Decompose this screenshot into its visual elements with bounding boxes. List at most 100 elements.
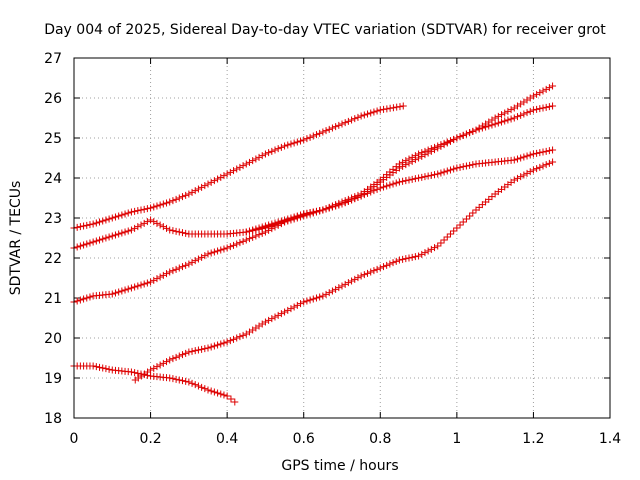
data-point [169, 227, 177, 235]
data-point [536, 105, 544, 113]
data-point [309, 209, 317, 217]
data-point [96, 236, 104, 244]
data-point [239, 237, 247, 245]
data-point [188, 379, 196, 387]
data-point [204, 180, 212, 188]
data-point [303, 297, 311, 305]
data-point [459, 218, 467, 226]
data-point [303, 135, 311, 143]
chart-title: Day 004 of 2025, Sidereal Day-to-day VTE… [44, 22, 606, 38]
data-point [137, 206, 145, 214]
data-point [182, 349, 190, 357]
data-point [379, 183, 387, 191]
data-point [172, 227, 180, 235]
data-point [214, 247, 222, 255]
data-point [111, 213, 119, 221]
data-point [293, 214, 301, 222]
data-point [227, 395, 235, 403]
data-point [172, 195, 180, 203]
data-point [131, 207, 139, 215]
data-point [348, 194, 356, 202]
data-point [395, 256, 403, 264]
data-point [466, 161, 474, 169]
data-point [150, 218, 158, 226]
data-point [188, 188, 196, 196]
data-point [255, 225, 263, 233]
data-point [124, 285, 132, 293]
data-point [277, 219, 285, 227]
data-point [453, 164, 461, 172]
data-point [185, 260, 193, 268]
data-point [178, 377, 186, 385]
data-point [274, 145, 282, 153]
data-point [351, 193, 359, 201]
data-point [261, 318, 269, 326]
data-point [80, 222, 88, 230]
data-point [169, 267, 177, 275]
data-point [520, 171, 528, 179]
data-point [159, 200, 167, 208]
y-tick-label: 26 [44, 91, 62, 107]
data-point [533, 165, 541, 173]
data-point [517, 173, 525, 181]
data-point [408, 175, 416, 183]
data-point [389, 180, 397, 188]
data-point [357, 272, 365, 280]
data-point [239, 331, 247, 339]
data-point [210, 342, 218, 350]
data-point [220, 172, 228, 180]
data-point [121, 210, 129, 218]
data-point [105, 215, 113, 223]
data-point [408, 253, 416, 261]
data-point [348, 277, 356, 285]
y-tick-label: 18 [44, 411, 62, 427]
y-tick-labels: 18 19 20 21 22 23 24 25 26 27 [44, 51, 62, 427]
data-point [118, 211, 126, 219]
data-point [92, 219, 100, 227]
data-point [131, 369, 139, 377]
data-point [536, 149, 544, 157]
data-point [306, 210, 314, 218]
data-point [242, 228, 250, 236]
y-tick-label: 24 [44, 171, 62, 187]
data-point [194, 382, 202, 390]
data-point [462, 215, 470, 223]
data-point [217, 246, 225, 254]
data-point [233, 240, 241, 248]
data-point [545, 159, 553, 167]
data-point [367, 109, 375, 117]
data-point [159, 271, 167, 279]
data-point [504, 116, 512, 124]
data-point [498, 111, 506, 119]
data-point [217, 340, 225, 348]
data-point [498, 118, 506, 126]
data-point [99, 235, 107, 243]
data-point [383, 261, 391, 269]
data-point [491, 114, 499, 122]
data-point [542, 103, 550, 111]
data-point [501, 109, 509, 117]
data-point [373, 107, 381, 115]
data-point [322, 127, 330, 135]
data-point [351, 115, 359, 123]
data-point [399, 255, 407, 263]
x-tick-label: 0.4 [216, 431, 238, 447]
x-tick-label: 0.6 [293, 431, 315, 447]
series-sat-5 [131, 158, 557, 384]
y-tick-label: 23 [44, 211, 62, 227]
data-point [312, 131, 320, 139]
data-point [245, 227, 253, 235]
data-point [328, 124, 336, 132]
data-point [450, 135, 458, 143]
data-point [242, 236, 250, 244]
data-point [249, 233, 257, 241]
data-point [529, 106, 537, 114]
data-point [402, 157, 410, 165]
data-point [389, 259, 397, 267]
data-point [354, 113, 362, 121]
data-point [446, 137, 454, 145]
data-point [309, 295, 317, 303]
data-point [271, 221, 279, 229]
data-point [99, 217, 107, 225]
data-point [513, 155, 521, 163]
